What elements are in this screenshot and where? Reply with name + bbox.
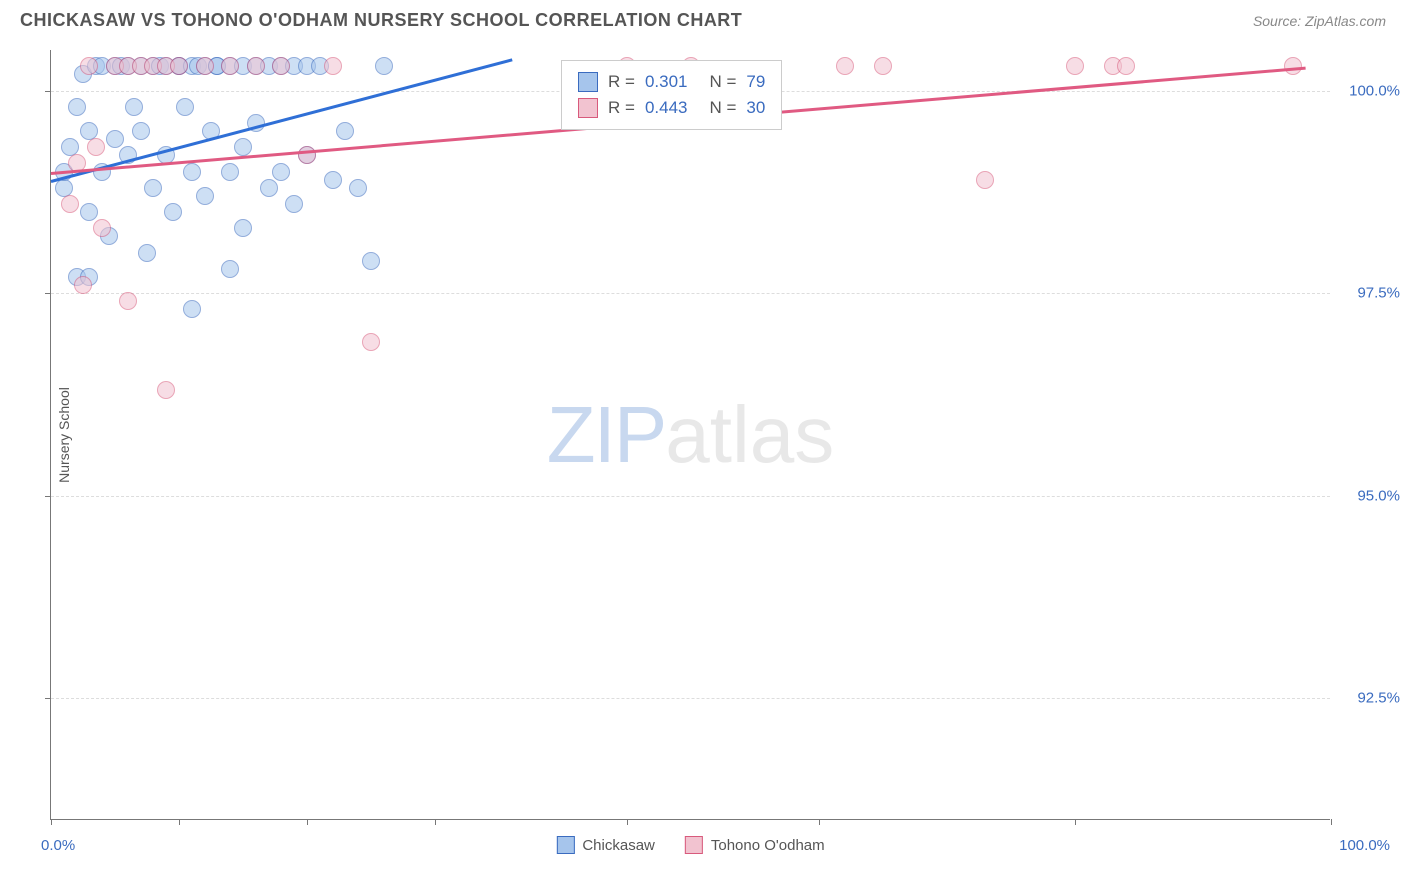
data-point (1117, 57, 1135, 75)
x-tick (307, 819, 308, 825)
data-point (196, 57, 214, 75)
gridline (51, 293, 1330, 294)
series-legend-item: Tohono O'odham (685, 836, 825, 854)
legend-r-label: R = (608, 98, 635, 118)
data-point (183, 163, 201, 181)
series-label: Chickasaw (582, 837, 655, 854)
data-point (272, 163, 290, 181)
data-point (183, 300, 201, 318)
data-point (221, 57, 239, 75)
data-point (196, 187, 214, 205)
data-point (874, 57, 892, 75)
y-tick (45, 698, 51, 699)
data-point (836, 57, 854, 75)
x-tick (1331, 819, 1332, 825)
y-tick (45, 91, 51, 92)
data-point (61, 195, 79, 213)
data-point (260, 179, 278, 197)
data-point (119, 292, 137, 310)
legend-swatch (685, 836, 703, 854)
data-point (362, 333, 380, 351)
legend-n-label: N = (709, 72, 736, 92)
source-attribution: Source: ZipAtlas.com (1253, 13, 1386, 29)
chart-title: CHICKASAW VS TOHONO O'ODHAM NURSERY SCHO… (20, 10, 742, 31)
y-tick-label: 95.0% (1340, 487, 1400, 504)
x-tick (435, 819, 436, 825)
correlation-legend: R = 0.301 N = 79 R = 0.443 N = 30 (561, 60, 782, 130)
data-point (234, 138, 252, 156)
data-point (324, 57, 342, 75)
data-point (132, 122, 150, 140)
y-tick (45, 496, 51, 497)
data-point (93, 219, 111, 237)
y-tick-label: 97.5% (1340, 285, 1400, 302)
x-tick (51, 819, 52, 825)
legend-r-label: R = (608, 72, 635, 92)
data-point (176, 98, 194, 116)
data-point (125, 98, 143, 116)
data-point (221, 260, 239, 278)
chart-header: CHICKASAW VS TOHONO O'ODHAM NURSERY SCHO… (0, 0, 1406, 31)
data-point (285, 195, 303, 213)
legend-row: R = 0.443 N = 30 (578, 95, 765, 121)
legend-row: R = 0.301 N = 79 (578, 69, 765, 95)
legend-swatch (556, 836, 574, 854)
y-axis-title: Nursery School (56, 387, 72, 483)
data-point (272, 57, 290, 75)
legend-n-value: 79 (746, 72, 765, 92)
legend-swatch (578, 72, 598, 92)
data-point (138, 244, 156, 262)
watermark: ZIPatlas (547, 389, 834, 481)
x-axis-max-label: 100.0% (1339, 837, 1390, 854)
data-point (362, 252, 380, 270)
data-point (1066, 57, 1084, 75)
data-point (80, 203, 98, 221)
data-point (164, 203, 182, 221)
data-point (336, 122, 354, 140)
x-tick (1075, 819, 1076, 825)
x-axis-min-label: 0.0% (41, 837, 75, 854)
data-point (157, 381, 175, 399)
data-point (324, 171, 342, 189)
legend-n-label: N = (709, 98, 736, 118)
legend-n-value: 30 (746, 98, 765, 118)
gridline (51, 496, 1330, 497)
gridline (51, 698, 1330, 699)
data-point (106, 130, 124, 148)
data-point (375, 57, 393, 75)
legend-swatch (578, 98, 598, 118)
data-point (74, 276, 92, 294)
data-point (976, 171, 994, 189)
x-tick (819, 819, 820, 825)
x-tick (627, 819, 628, 825)
data-point (87, 138, 105, 156)
data-point (247, 57, 265, 75)
data-point (221, 163, 239, 181)
data-point (144, 179, 162, 197)
series-legend-item: Chickasaw (556, 836, 655, 854)
data-point (80, 57, 98, 75)
y-tick (45, 293, 51, 294)
series-legend: Chickasaw Tohono O'odham (556, 836, 824, 854)
series-label: Tohono O'odham (711, 837, 825, 854)
scatter-chart: Nursery School ZIPatlas 0.0% 100.0% 100.… (50, 50, 1330, 820)
x-tick (179, 819, 180, 825)
legend-r-value: 0.443 (645, 98, 688, 118)
y-tick-label: 92.5% (1340, 690, 1400, 707)
data-point (68, 98, 86, 116)
data-point (234, 219, 252, 237)
data-point (170, 57, 188, 75)
y-tick-label: 100.0% (1340, 82, 1400, 99)
data-point (349, 179, 367, 197)
legend-r-value: 0.301 (645, 72, 688, 92)
